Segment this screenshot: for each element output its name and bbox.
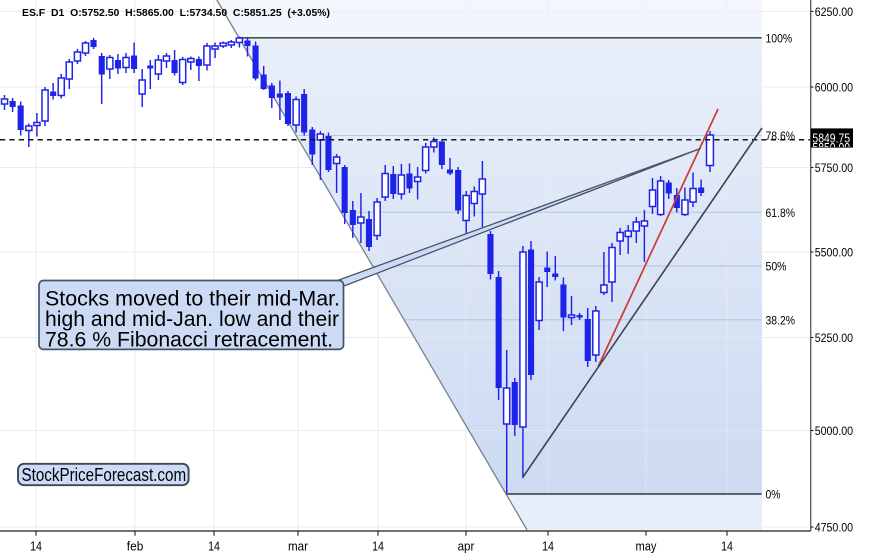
svg-text:ES.F D1 O:5752.50 H:5865.00: ES.F D1 O:5752.50 H:5865.00 L:5734.50 C:… [22,7,330,19]
svg-text:61.8%: 61.8% [766,206,796,220]
svg-text:78.6 % Fibonacci retracement.: 78.6 % Fibonacci retracement. [45,328,333,351]
svg-text:may: may [636,540,658,554]
svg-text:14: 14 [30,540,42,554]
svg-text:14: 14 [542,540,554,554]
svg-text:feb: feb [127,540,144,554]
svg-text:0%: 0% [766,488,781,502]
svg-text:StockPriceForecast.com: StockPriceForecast.com [22,465,187,485]
svg-text:6000.00: 6000.00 [815,80,854,94]
svg-text:5500.00: 5500.00 [815,245,854,259]
svg-text:high and mid-Jan. low and thei: high and mid-Jan. low and their [45,308,339,331]
svg-text:14: 14 [208,540,220,554]
svg-text:38.2%: 38.2% [766,313,796,327]
svg-text:5850.00: 5850.00 [812,140,850,155]
svg-text:Stocks moved to their mid-Mar.: Stocks moved to their mid-Mar. [45,288,340,311]
svg-text:14: 14 [372,540,384,554]
svg-text:100%: 100% [766,32,793,46]
svg-text:14: 14 [721,540,733,554]
svg-text:5849.75: 5849.75 [812,130,850,145]
svg-text:5250.00: 5250.00 [815,331,854,345]
svg-text:50%: 50% [766,260,787,274]
svg-text:78.6%: 78.6% [766,129,796,143]
svg-text:6250.00: 6250.00 [815,5,854,19]
svg-text:4750.00: 4750.00 [815,520,854,534]
svg-text:apr: apr [458,540,475,554]
svg-text:5750.00: 5750.00 [815,161,854,175]
svg-text:mar: mar [288,540,308,554]
svg-text:5000.00: 5000.00 [815,424,854,438]
